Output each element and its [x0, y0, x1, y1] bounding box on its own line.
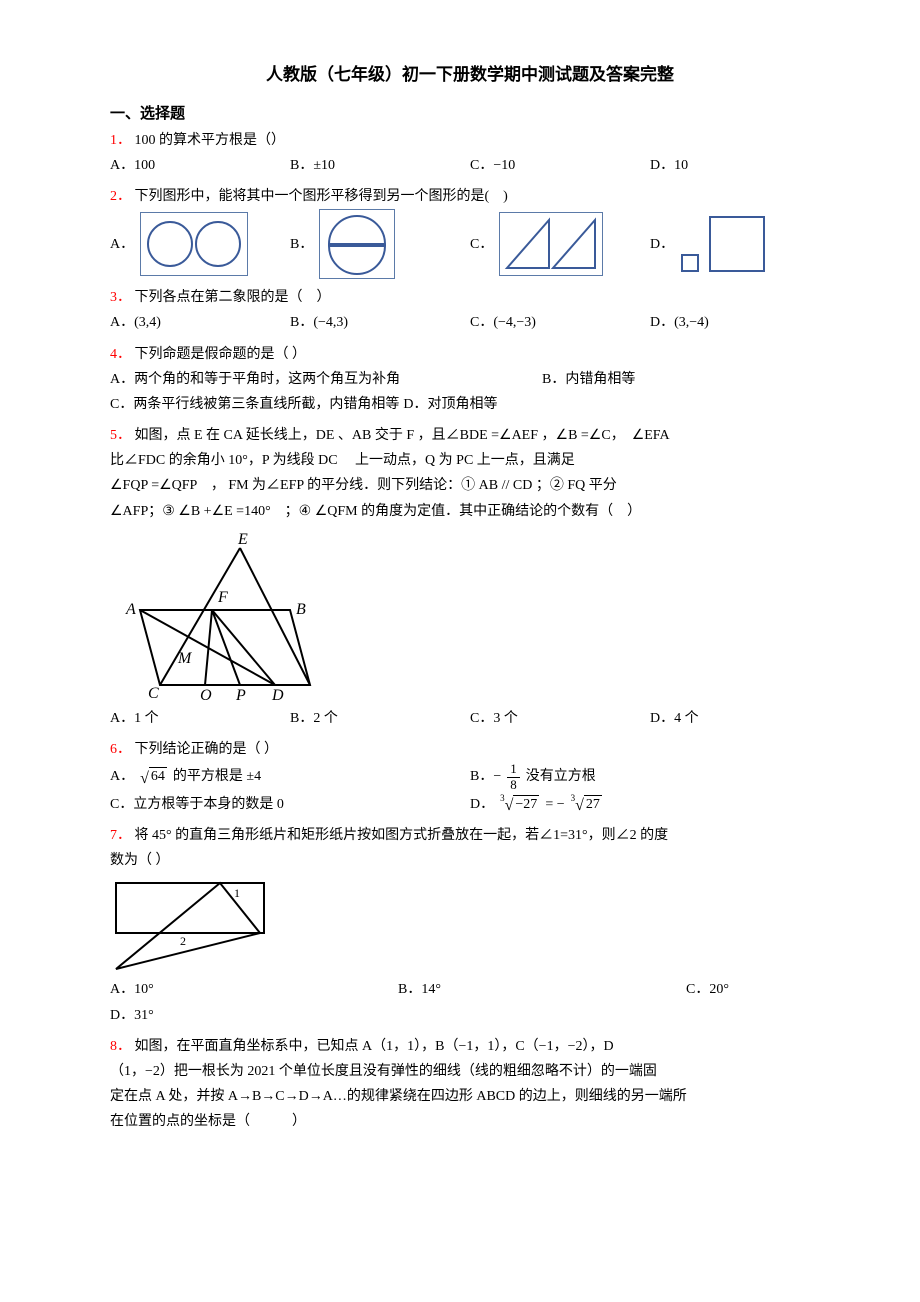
option-text: = − — [545, 792, 564, 817]
option-text: 没有立方根 — [526, 764, 596, 789]
svg-text:C: C — [148, 685, 159, 700]
cbrt-icon: 3 √27 — [571, 795, 602, 814]
option-a: A．(3,4) — [110, 310, 290, 335]
option-label: B．− — [470, 764, 501, 789]
option-d: D． 3 √−27 = − 3 √27 — [470, 792, 830, 817]
shape-triangles-icon — [499, 212, 603, 276]
svg-text:M: M — [177, 650, 193, 667]
shape-squares-icon — [680, 215, 766, 273]
fraction-icon: 1 8 — [507, 762, 520, 792]
svg-text:1: 1 — [234, 886, 240, 900]
option-a: A．10° — [110, 977, 398, 1002]
svg-text:P: P — [235, 687, 246, 700]
option-b: B．内错角相等 — [542, 367, 830, 392]
option-c: C．20° — [686, 977, 830, 1002]
figure-q5: E A F B C M Q P D — [110, 530, 830, 700]
option-d: D．(3,−4) — [650, 310, 830, 335]
question-8: 8． 如图，在平面直角坐标系中，已知点 A（1，1），B（−1，1），C（−1，… — [110, 1034, 830, 1135]
option-label: D． — [650, 232, 674, 257]
svg-text:D: D — [271, 687, 284, 700]
question-4: 4． 下列命题是假命题的是（ ） A．两个角的和等于平角时，这两个角互为补角 B… — [110, 342, 830, 418]
option-a: A．100 — [110, 153, 290, 178]
question-number: 5． — [110, 428, 131, 443]
option-b: B．2 个 — [290, 706, 470, 731]
option-a: A．两个角的和等于平角时，这两个角互为补角 — [110, 367, 542, 392]
question-line: 定在点 A 处，并按 A→B→C→D→A…的规律紧绕在四边形 ABCD 的边上，… — [110, 1084, 830, 1109]
svg-text:E: E — [237, 531, 248, 548]
svg-text:Q: Q — [200, 687, 212, 700]
option-d: D．对顶角相等 — [403, 392, 497, 417]
figure-q7: 1 2 — [110, 877, 830, 973]
option-c: C． — [470, 212, 650, 276]
cbrt-icon: 3 √−27 — [500, 795, 539, 814]
question-number: 8． — [110, 1039, 131, 1054]
option-c: C．3 个 — [470, 706, 650, 731]
svg-text:F: F — [217, 589, 228, 606]
option-c: C．两条平行线被第三条直线所截，内错角相等 — [110, 392, 399, 417]
option-c: C．−10 — [470, 153, 650, 178]
option-label: B． — [290, 232, 313, 257]
option-label: A． — [110, 764, 134, 789]
option-label: D． — [470, 792, 494, 817]
svg-text:A: A — [125, 601, 136, 618]
question-2: 2． 下列图形中，能将其中一个图形平移得到另一个图形的是( ) A． B． — [110, 184, 830, 279]
question-line: ∠FQP =∠QFP ， FM 为∠EFP 的平分线．则下列结论：① AB //… — [110, 473, 830, 498]
question-line: （1，−2）把一根长为 2021 个单位长度且没有弹性的细线（线的粗细忽略不计）… — [110, 1059, 830, 1084]
question-7: 7． 将 45° 的直角三角形纸片和矩形纸片按如图方式折叠放在一起，若∠1=31… — [110, 823, 830, 1028]
question-number: 7． — [110, 828, 131, 843]
option-c: C．(−4,−3) — [470, 310, 650, 335]
svg-text:B: B — [296, 601, 306, 618]
question-line: ∠AFP；③ ∠B +∠E =140° ；④ ∠QFM 的角度为定值．其中正确结… — [110, 499, 830, 524]
option-label: A． — [110, 232, 134, 257]
question-stem: 下列各点在第二象限的是（ ） — [135, 290, 331, 305]
question-5: 5． 如图，点 E 在 CA 延长线上，DE 、AB 交于 F ，且∠BDE =… — [110, 423, 830, 731]
option-b: B． — [290, 209, 470, 279]
question-1: 1． 100 的算术平方根是（） A．100 B．±10 C．−10 D．10 — [110, 128, 830, 178]
question-number: 1． — [110, 133, 131, 148]
shape-semicircles-icon — [319, 209, 395, 279]
option-d: D． — [650, 215, 830, 273]
option-c: C．立方根等于本身的数是 0 — [110, 792, 470, 817]
option-d: D．4 个 — [650, 706, 830, 731]
option-d: D．10 — [650, 153, 830, 178]
question-number: 4． — [110, 347, 131, 362]
option-d: D．31° — [110, 1003, 830, 1028]
option-label: C． — [470, 232, 493, 257]
option-a: A．1 个 — [110, 706, 290, 731]
section-heading: 一、选择题 — [110, 101, 830, 128]
option-b: B．− 1 8 没有立方根 — [470, 762, 830, 792]
option-a: A． √64 的平方根是 ±4 — [110, 764, 470, 789]
option-a: A． — [110, 212, 290, 276]
question-number: 2． — [110, 189, 131, 204]
question-line: 在位置的点的坐标是（ ） — [110, 1109, 830, 1134]
option-b: B．(−4,3) — [290, 310, 470, 335]
svg-text:2: 2 — [180, 934, 186, 948]
question-stem: 下列图形中，能将其中一个图形平移得到另一个图形的是( ) — [135, 189, 508, 204]
question-3: 3． 下列各点在第二象限的是（ ） A．(3,4) B．(−4,3) C．(−4… — [110, 285, 830, 335]
option-text: 的平方根是 ±4 — [173, 764, 261, 789]
option-b: B．14° — [398, 977, 686, 1002]
question-stem: 下列命题是假命题的是（ ） — [135, 347, 307, 362]
question-number: 3． — [110, 290, 131, 305]
question-line: 如图，点 E 在 CA 延长线上，DE 、AB 交于 F ，且∠BDE =∠AE… — [135, 428, 670, 443]
question-6: 6． 下列结论正确的是（ ） A． √64 的平方根是 ±4 B．− 1 8 没… — [110, 737, 830, 817]
shape-two-circles-icon — [140, 212, 248, 276]
sqrt-icon: √64 — [140, 767, 167, 786]
question-line: 将 45° 的直角三角形纸片和矩形纸片按如图方式折叠放在一起，若∠1=31°，则… — [135, 828, 669, 843]
question-stem: 100 的算术平方根是（） — [135, 133, 286, 148]
page-title: 人教版（七年级）初一下册数学期中测试题及答案完整 — [110, 60, 830, 91]
option-b: B．±10 — [290, 153, 470, 178]
question-line: 如图，在平面直角坐标系中，已知点 A（1，1），B（−1，1），C（−1，−2）… — [135, 1039, 614, 1054]
question-line: 比∠FDC 的余角小 10°，P 为线段 DC 上一动点，Q 为 PC 上一点，… — [110, 448, 830, 473]
question-line: 数为（ ） — [110, 848, 830, 873]
question-number: 6． — [110, 742, 131, 757]
question-stem: 下列结论正确的是（ ） — [135, 742, 279, 757]
